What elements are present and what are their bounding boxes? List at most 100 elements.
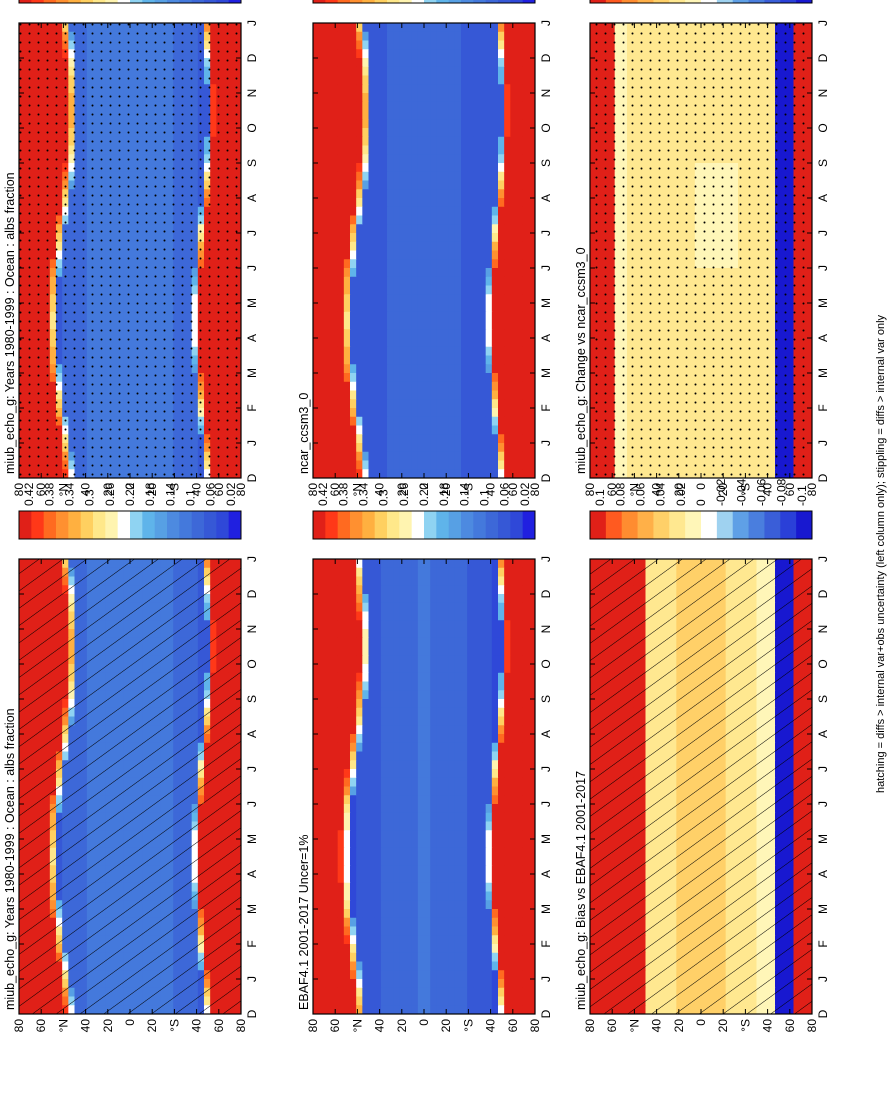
heatmap-cell xyxy=(510,829,518,839)
heatmap-cell xyxy=(399,952,407,962)
heatmap-cell xyxy=(454,855,462,866)
heatmap-cell xyxy=(461,899,468,909)
heatmap-cell xyxy=(405,908,413,918)
heatmap-cell xyxy=(498,803,505,813)
heatmap-cell xyxy=(380,943,388,953)
heatmap-cell xyxy=(405,873,413,883)
colorbar-swatch xyxy=(142,511,156,539)
heatmap-cell xyxy=(424,978,431,988)
heatmap-cell xyxy=(362,987,370,997)
heatmap-cell xyxy=(319,820,326,831)
heatmap-cell xyxy=(343,812,351,822)
heatmap-cell xyxy=(522,890,530,901)
heatmap-cell xyxy=(313,952,320,962)
colorbar-swatch xyxy=(154,511,168,539)
heatmap-cell xyxy=(325,1004,333,1014)
heatmap-cell xyxy=(516,917,524,927)
heatmap-cell xyxy=(313,960,320,971)
heatmap-cell xyxy=(399,882,407,892)
heatmap-cell xyxy=(473,855,481,866)
heatmap-cell xyxy=(424,925,431,936)
heatmap-cell xyxy=(325,759,333,769)
heatmap-cell xyxy=(448,917,456,927)
heatmap-cell xyxy=(516,829,524,839)
heatmap-cell xyxy=(516,847,524,857)
heatmap-cell xyxy=(510,873,518,883)
heatmap-cell xyxy=(448,890,456,901)
heatmap-cell xyxy=(319,838,326,848)
heatmap-cell xyxy=(313,1004,320,1014)
heatmap-cell xyxy=(448,908,456,918)
x-tick-label: J xyxy=(245,20,259,26)
heatmap-cell xyxy=(479,1004,487,1014)
heatmap-cell xyxy=(362,890,370,901)
heatmap-cell xyxy=(331,917,339,927)
heatmap-cell xyxy=(430,899,437,909)
colorbar-swatch xyxy=(179,511,193,539)
heatmap-cell xyxy=(454,987,462,997)
heatmap-cell xyxy=(479,768,487,778)
heatmap-cell xyxy=(387,794,394,804)
heatmap-cell xyxy=(319,960,326,971)
heatmap-cell xyxy=(374,794,382,804)
heatmap-cell xyxy=(491,785,499,796)
colorbar-swatch xyxy=(80,511,94,539)
colorbar-label: 0.34 xyxy=(62,482,76,506)
heatmap-cell xyxy=(479,864,487,874)
heatmap-cell xyxy=(461,847,468,857)
heatmap-cell xyxy=(319,785,326,796)
heatmap-cell xyxy=(368,995,376,1006)
heatmap-cell xyxy=(417,995,425,1006)
heatmap-cell xyxy=(448,882,456,892)
heatmap-cell xyxy=(387,873,394,883)
heatmap-cell xyxy=(522,917,530,927)
heatmap-cell xyxy=(362,934,370,944)
heatmap-cell xyxy=(331,978,339,988)
x-tick-label: S xyxy=(245,695,259,703)
heatmap-cell xyxy=(387,1004,394,1014)
heatmap-cell xyxy=(467,978,474,988)
heatmap-cell xyxy=(350,759,357,769)
heatmap-cell xyxy=(498,847,505,857)
heatmap-cell xyxy=(362,759,370,769)
heatmap-cell xyxy=(436,978,444,988)
heatmap-cell xyxy=(448,978,456,988)
heatmap-cell xyxy=(467,943,474,953)
heatmap-cell xyxy=(319,829,326,839)
heatmap-cell xyxy=(319,812,326,822)
heatmap-cell xyxy=(350,952,357,962)
heatmap-cell xyxy=(374,803,382,813)
heatmap-cell xyxy=(405,864,413,874)
heatmap-cell xyxy=(319,847,326,857)
heatmap-cell xyxy=(498,873,505,883)
heatmap-cell xyxy=(325,899,333,909)
heatmap-cell xyxy=(522,995,530,1006)
heatmap-cell xyxy=(393,899,400,909)
heatmap-cell xyxy=(510,838,518,848)
heatmap-cell xyxy=(454,1004,462,1014)
heatmap-cell xyxy=(467,864,474,874)
heatmap-cell xyxy=(405,952,413,962)
heatmap-cell xyxy=(319,995,326,1006)
heatmap-cell xyxy=(461,960,468,971)
heatmap-cell xyxy=(417,960,425,971)
heatmap-cell xyxy=(393,952,400,962)
heatmap-cell xyxy=(491,873,499,883)
heatmap-cell xyxy=(331,873,339,883)
heatmap-cell xyxy=(448,768,456,778)
heatmap-cell xyxy=(325,987,333,997)
heatmap-cell xyxy=(343,1004,351,1014)
heatmap-cell xyxy=(362,882,370,892)
heatmap-cell xyxy=(350,995,357,1006)
heatmap-cell xyxy=(491,847,499,857)
heatmap-cell xyxy=(368,855,376,866)
heatmap-cell xyxy=(504,987,511,997)
heatmap-cell xyxy=(325,917,333,927)
x-tick-label: J xyxy=(245,801,259,807)
heatmap-cell xyxy=(442,812,450,822)
heatmap-cell xyxy=(473,777,481,787)
heatmap-cell xyxy=(368,960,376,971)
heatmap-cell xyxy=(430,943,437,953)
heatmap-cell xyxy=(374,960,382,971)
heatmap-cell xyxy=(436,995,444,1006)
